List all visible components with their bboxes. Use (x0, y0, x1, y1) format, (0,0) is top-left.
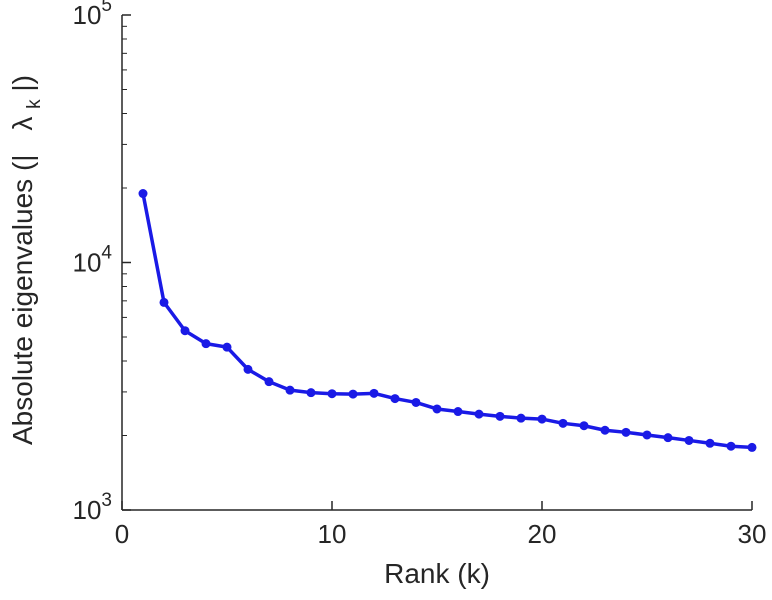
y-axis-label-suffix: |) (7, 75, 38, 92)
data-point (285, 385, 295, 395)
x-tick-label: 0 (115, 519, 129, 549)
data-point (222, 342, 232, 352)
data-point (327, 389, 337, 399)
data-point (621, 427, 631, 437)
x-tick-label: 20 (528, 519, 557, 549)
data-line (141, 191, 754, 450)
data-point (264, 377, 274, 387)
data-point (180, 326, 190, 336)
y-tick-label: 104 (73, 243, 113, 278)
data-point (411, 397, 421, 407)
x-tick-label: 30 (738, 519, 767, 549)
data-point (495, 411, 505, 421)
y-tick-label: 103 (73, 490, 113, 525)
data-point (726, 441, 736, 451)
data-point (348, 389, 358, 399)
x-tick-label: 10 (318, 519, 347, 549)
x-axis-label: Rank (k) (384, 558, 490, 589)
data-point (684, 435, 694, 445)
data-point (579, 421, 589, 431)
lambda-symbol: λ (7, 117, 38, 131)
data-point (747, 442, 757, 452)
data-point (474, 409, 484, 419)
data-series-layer (138, 189, 757, 452)
axes-layer: 0 10 20 30 103 104 105 (73, 0, 767, 549)
data-point (558, 418, 568, 428)
data-point (600, 425, 610, 435)
data-point (159, 297, 169, 307)
data-point (516, 413, 526, 423)
y-axis-label: Absolute eigenvalues (| λ k |) (7, 75, 46, 445)
data-point (138, 189, 148, 199)
y-axis-label-prefix: Absolute eigenvalues (| (7, 154, 38, 445)
data-point (243, 364, 253, 374)
data-point (201, 339, 211, 349)
lambda-subscript: k (24, 99, 45, 109)
data-point (663, 433, 673, 443)
data-point (453, 407, 463, 417)
data-point (390, 394, 400, 404)
data-point (642, 430, 652, 440)
y-tick-label: 105 (73, 0, 113, 30)
data-point (537, 414, 547, 424)
data-point (369, 388, 379, 398)
data-point (705, 438, 715, 448)
data-point (432, 404, 442, 414)
data-point (306, 388, 316, 398)
